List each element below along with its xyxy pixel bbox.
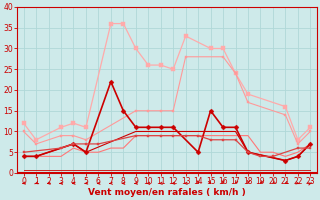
X-axis label: Vent moyen/en rafales ( km/h ): Vent moyen/en rafales ( km/h ): [88, 188, 246, 197]
